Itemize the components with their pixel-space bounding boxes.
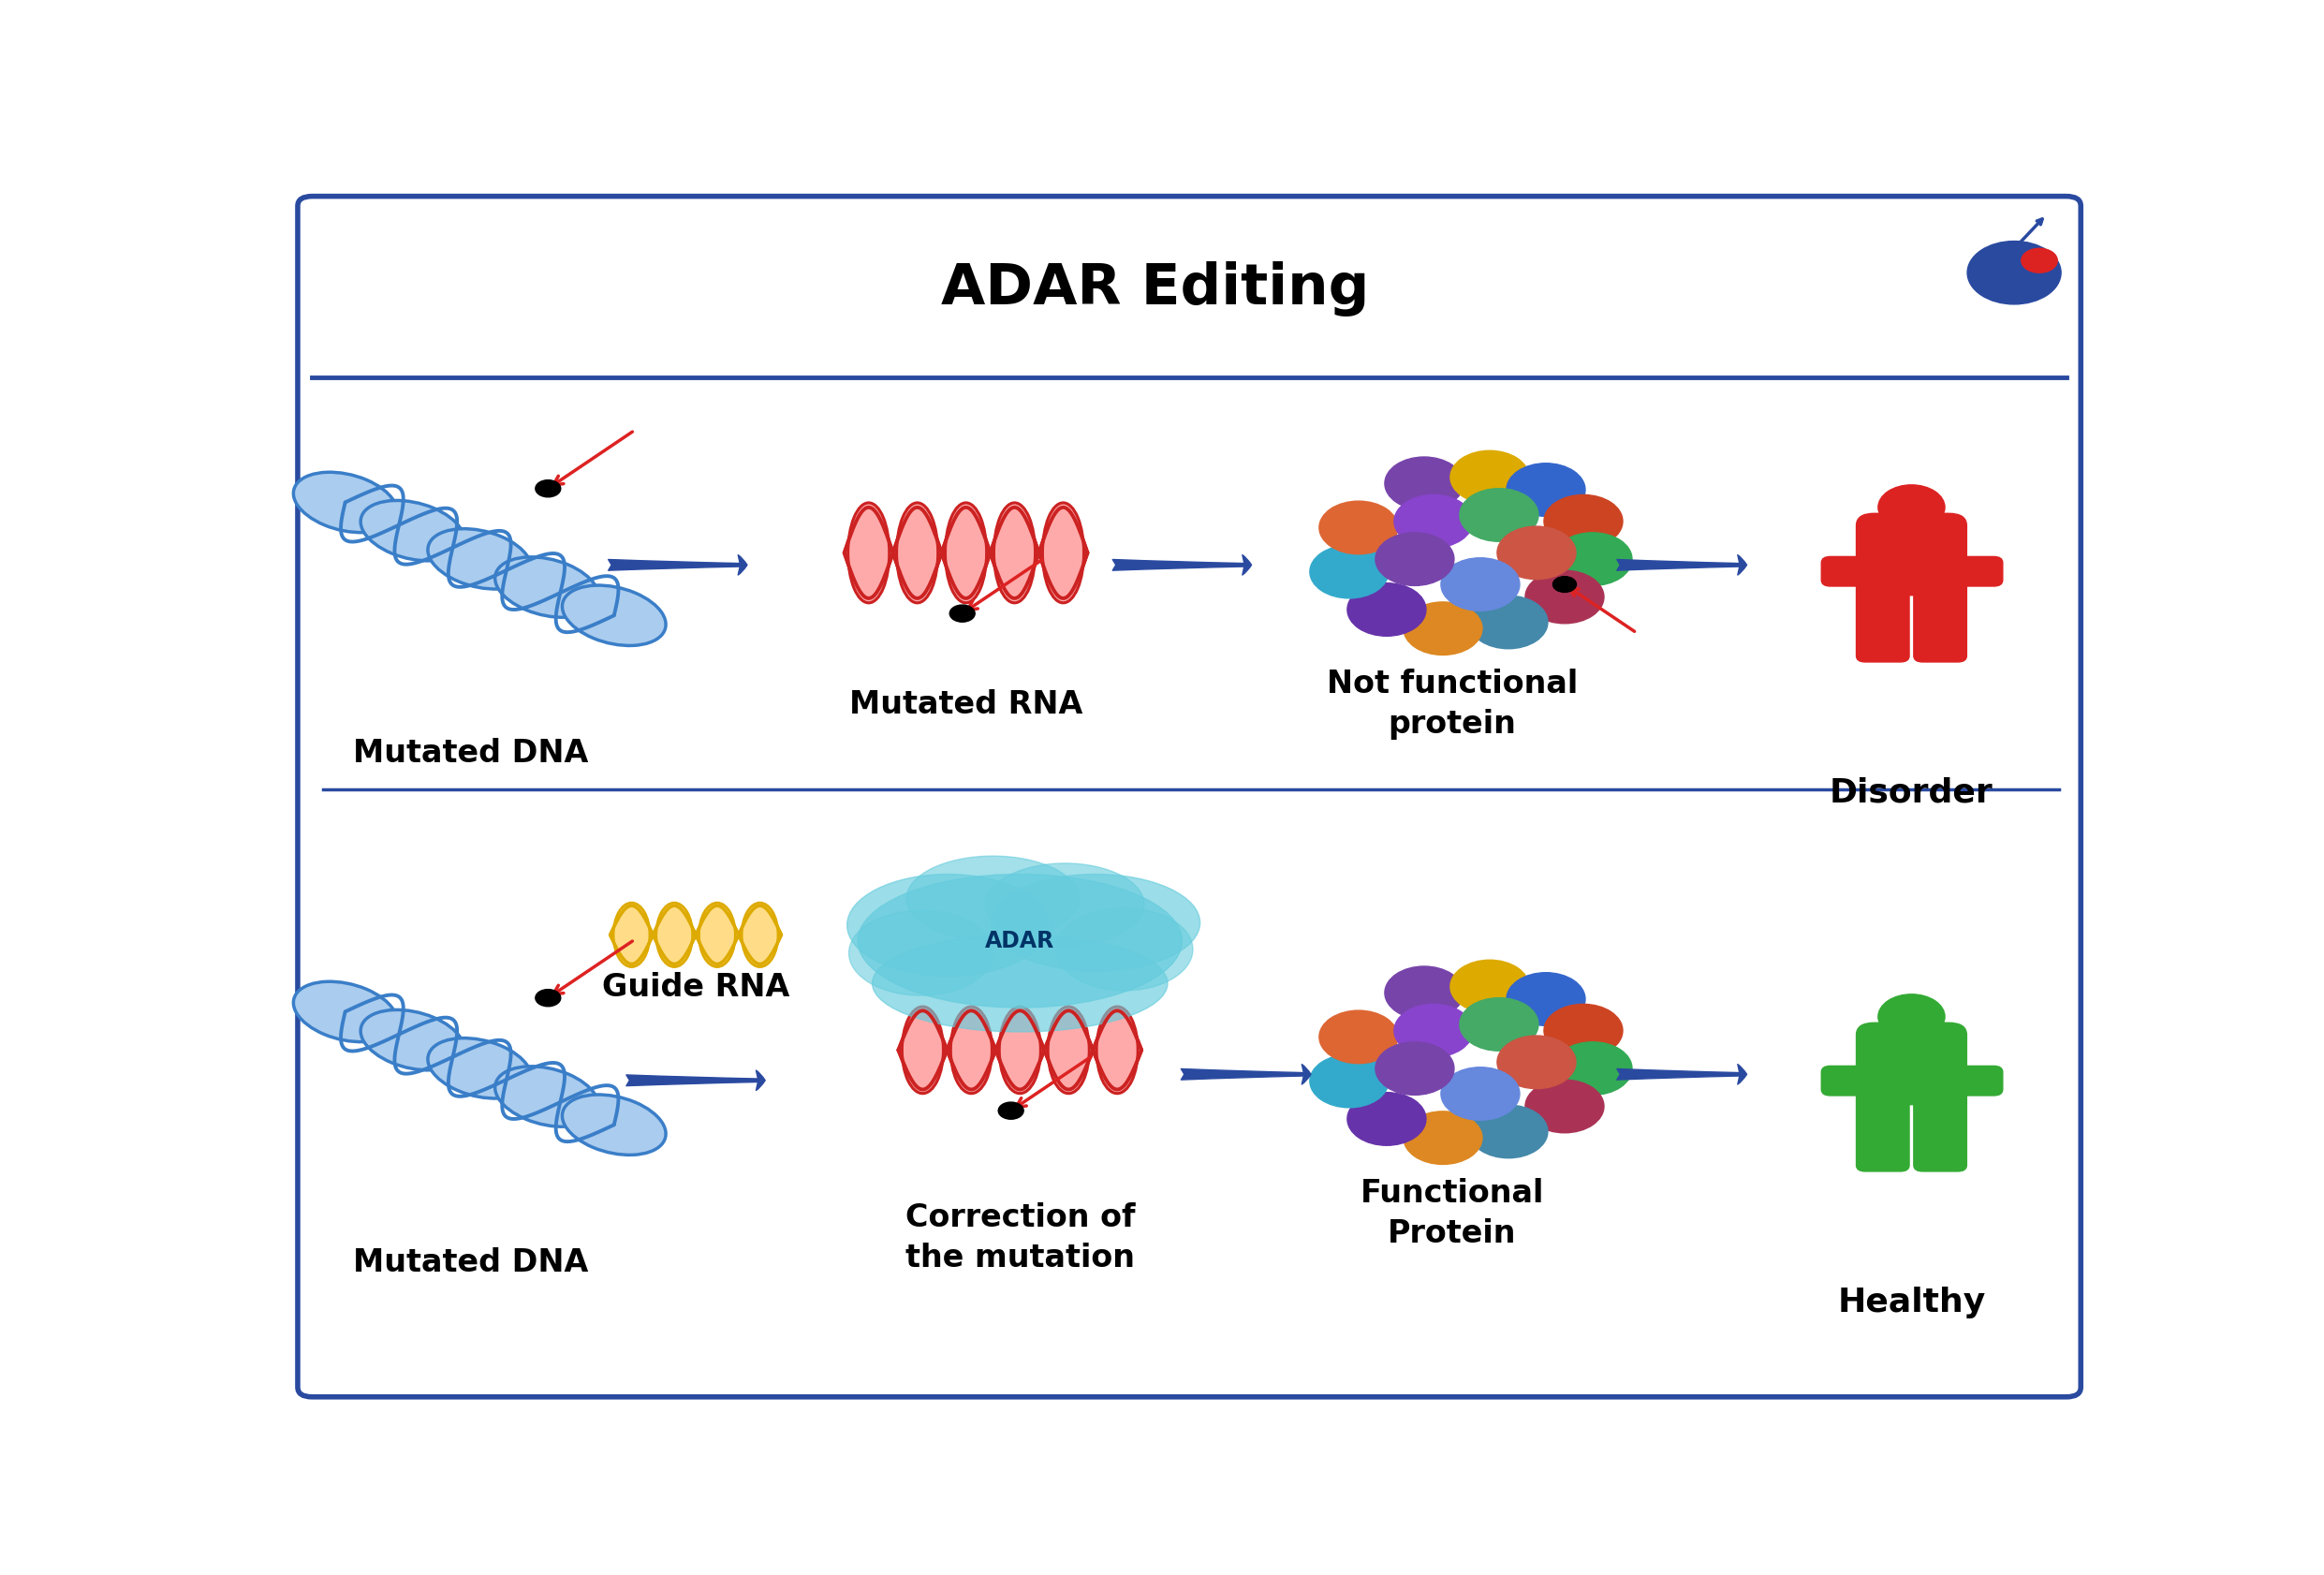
Ellipse shape: [902, 1006, 944, 1093]
Circle shape: [1506, 973, 1585, 1025]
Ellipse shape: [848, 910, 992, 995]
Circle shape: [1459, 999, 1538, 1051]
Ellipse shape: [846, 874, 1048, 976]
Circle shape: [1459, 488, 1538, 542]
FancyBboxPatch shape: [1857, 1084, 1910, 1172]
Circle shape: [1525, 1080, 1604, 1132]
Circle shape: [1497, 1036, 1576, 1088]
Text: Correction of
the mutation: Correction of the mutation: [904, 1202, 1134, 1274]
Ellipse shape: [1043, 502, 1083, 603]
Ellipse shape: [872, 936, 1167, 1032]
Circle shape: [1506, 463, 1585, 517]
Text: ADAR: ADAR: [985, 929, 1055, 953]
FancyBboxPatch shape: [1857, 513, 1966, 595]
Ellipse shape: [1055, 909, 1192, 991]
Ellipse shape: [858, 874, 1183, 1008]
Circle shape: [1385, 457, 1464, 510]
Circle shape: [1552, 576, 1576, 592]
Ellipse shape: [293, 472, 397, 532]
Circle shape: [1376, 532, 1455, 586]
Circle shape: [1404, 602, 1483, 655]
Ellipse shape: [562, 586, 665, 646]
Circle shape: [1543, 495, 1622, 548]
Ellipse shape: [1097, 1006, 1139, 1093]
Circle shape: [951, 605, 976, 622]
Text: Disorder: Disorder: [1829, 776, 1994, 810]
Ellipse shape: [741, 902, 779, 967]
Circle shape: [1497, 526, 1576, 580]
Circle shape: [1348, 1093, 1427, 1145]
Circle shape: [1543, 1005, 1622, 1057]
Circle shape: [999, 1102, 1023, 1120]
Ellipse shape: [655, 902, 693, 967]
Text: Mutated RNA: Mutated RNA: [848, 688, 1083, 720]
FancyBboxPatch shape: [1822, 556, 1885, 586]
Text: Functional
Protein: Functional Protein: [1360, 1178, 1543, 1249]
FancyBboxPatch shape: [1822, 1066, 1885, 1096]
Circle shape: [1311, 1055, 1387, 1107]
Text: Mutated DNA: Mutated DNA: [353, 737, 588, 769]
Ellipse shape: [360, 1010, 465, 1069]
Ellipse shape: [906, 857, 1078, 940]
Circle shape: [1450, 450, 1529, 504]
Circle shape: [2022, 249, 2057, 272]
Text: Mutated DNA: Mutated DNA: [353, 1247, 588, 1277]
FancyBboxPatch shape: [1857, 573, 1910, 662]
Circle shape: [1385, 967, 1464, 1019]
Ellipse shape: [495, 558, 600, 617]
Ellipse shape: [700, 902, 734, 967]
Circle shape: [1469, 595, 1548, 649]
Circle shape: [1320, 501, 1399, 554]
Ellipse shape: [990, 874, 1199, 972]
Circle shape: [1552, 532, 1631, 586]
FancyBboxPatch shape: [297, 197, 2080, 1397]
Circle shape: [535, 989, 560, 1006]
Ellipse shape: [614, 902, 651, 967]
Ellipse shape: [848, 502, 890, 603]
Circle shape: [535, 480, 560, 498]
Ellipse shape: [946, 502, 988, 603]
Circle shape: [1552, 1043, 1631, 1095]
Ellipse shape: [360, 501, 465, 561]
Text: Guide RNA: Guide RNA: [602, 972, 790, 1002]
Circle shape: [1311, 545, 1387, 599]
FancyBboxPatch shape: [1913, 1084, 1966, 1172]
Ellipse shape: [428, 1038, 532, 1098]
Circle shape: [1394, 1005, 1473, 1057]
Circle shape: [1404, 1112, 1483, 1164]
Ellipse shape: [293, 981, 397, 1041]
Circle shape: [1469, 1106, 1548, 1158]
FancyBboxPatch shape: [1941, 1066, 2003, 1096]
Ellipse shape: [428, 529, 532, 589]
Ellipse shape: [1048, 1006, 1090, 1093]
Circle shape: [1320, 1011, 1399, 1063]
Circle shape: [1525, 570, 1604, 624]
Ellipse shape: [495, 1066, 600, 1126]
FancyBboxPatch shape: [1941, 556, 2003, 586]
Circle shape: [1878, 994, 1945, 1040]
Text: Healthy: Healthy: [1838, 1287, 1985, 1318]
Ellipse shape: [951, 1006, 992, 1093]
Text: ADAR Editing: ADAR Editing: [941, 261, 1369, 317]
Ellipse shape: [985, 863, 1143, 945]
FancyBboxPatch shape: [1913, 573, 1966, 662]
Circle shape: [1968, 241, 2061, 304]
FancyBboxPatch shape: [1857, 1022, 1966, 1104]
Circle shape: [1441, 558, 1520, 611]
Ellipse shape: [999, 1006, 1041, 1093]
Ellipse shape: [897, 502, 939, 603]
Text: Not functional
protein: Not functional protein: [1327, 669, 1578, 740]
Circle shape: [1450, 961, 1529, 1013]
Circle shape: [1348, 583, 1427, 636]
Circle shape: [1376, 1043, 1455, 1095]
Circle shape: [1441, 1068, 1520, 1120]
Ellipse shape: [562, 1095, 665, 1154]
Ellipse shape: [995, 502, 1034, 603]
Circle shape: [1394, 495, 1473, 548]
Circle shape: [1878, 485, 1945, 529]
